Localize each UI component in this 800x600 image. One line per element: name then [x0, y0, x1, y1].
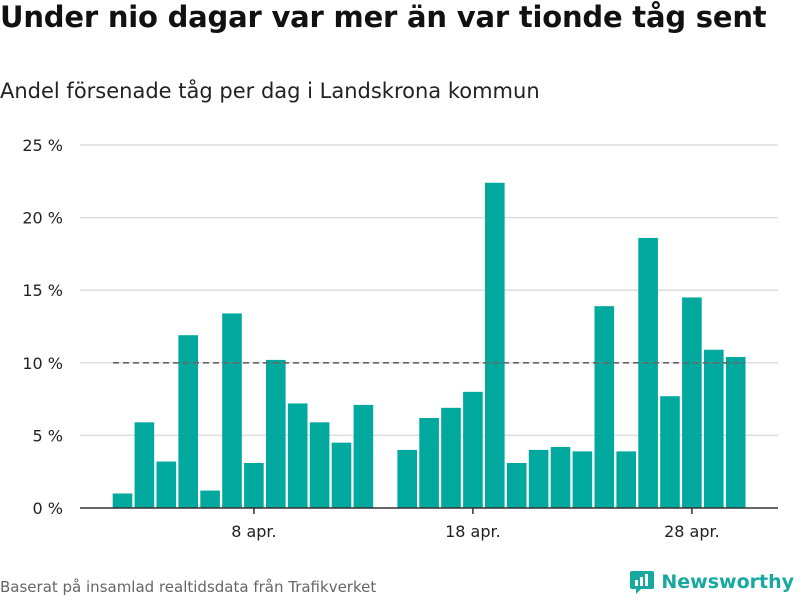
bar	[638, 237, 658, 509]
y-tick-label: 10 %	[22, 354, 63, 373]
bar	[222, 313, 242, 508]
bar	[266, 359, 286, 508]
bar	[441, 407, 461, 508]
bar	[178, 335, 198, 508]
y-tick-label: 5 %	[33, 426, 63, 445]
chart-subtitle: Andel försenade tåg per dag i Landskrona…	[0, 79, 540, 103]
bar	[594, 306, 615, 508]
bar	[156, 461, 177, 508]
x-tick-label: 8 apr.	[231, 522, 276, 541]
bar	[353, 404, 374, 508]
source-note: Baserat på insamlad realtidsdata från Tr…	[0, 578, 377, 596]
x-tick-label: 28 apr.	[664, 522, 720, 541]
bar	[331, 442, 352, 508]
bar	[550, 447, 571, 508]
newsworthy-icon	[630, 571, 655, 594]
bar	[463, 391, 483, 508]
bar	[419, 417, 439, 508]
chart-title: Under nio dagar var mer än var tionde tå…	[0, 0, 767, 34]
bar	[309, 422, 330, 508]
x-tick-label: 18 apr.	[445, 522, 501, 541]
bar	[528, 449, 549, 508]
bar	[397, 449, 417, 508]
y-tick-label: 0 %	[33, 499, 63, 518]
y-tick-label: 25 %	[22, 136, 63, 155]
y-tick-label: 15 %	[22, 281, 63, 300]
bar	[506, 462, 527, 508]
bar	[660, 396, 680, 508]
bar	[244, 462, 264, 508]
brand-label: Newsworthy	[661, 571, 794, 593]
bar	[287, 403, 308, 508]
brand-logo[interactable]: Newsworthy	[629, 569, 794, 595]
bar	[616, 451, 636, 508]
bar	[682, 297, 702, 508]
bar	[704, 349, 724, 508]
bar	[200, 490, 220, 508]
bar	[725, 356, 746, 508]
bar	[485, 182, 505, 508]
bar	[134, 422, 155, 508]
bar	[572, 451, 593, 508]
y-tick-label: 20 %	[22, 209, 63, 228]
bar	[112, 493, 133, 508]
